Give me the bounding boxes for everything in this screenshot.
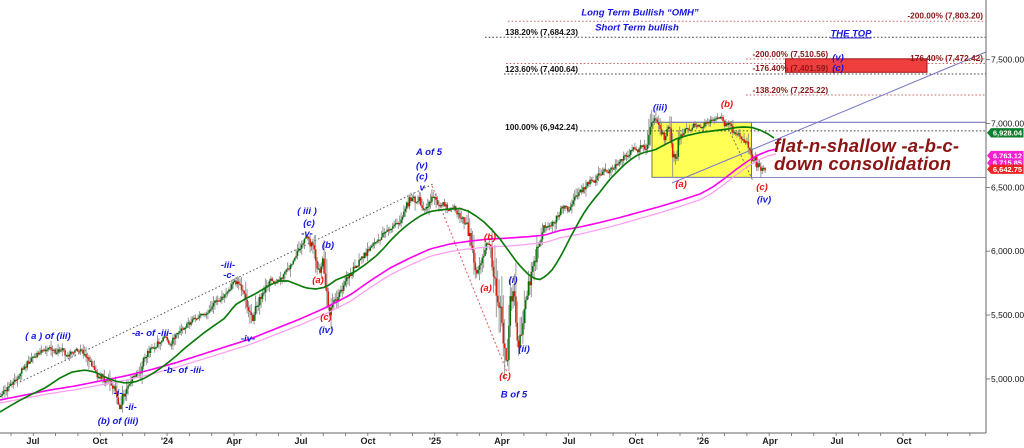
svg-text:(b) of (iii): (b) of (iii) <box>98 416 139 427</box>
svg-text:138.20% (7,684.23): 138.20% (7,684.23) <box>505 27 578 37</box>
svg-text:(c): (c) <box>756 182 768 193</box>
svg-text:5,500.00: 5,500.00 <box>991 310 1024 320</box>
svg-text:(iv): (iv) <box>757 195 771 206</box>
svg-text:Short Term bullish: Short Term bullish <box>595 23 679 34</box>
svg-text:6,715.85: 6,715.85 <box>993 159 1022 168</box>
svg-text:A of 5: A of 5 <box>415 147 443 158</box>
svg-text:(c): (c) <box>320 312 332 323</box>
svg-text:6,928.04: 6,928.04 <box>993 129 1023 138</box>
svg-text:Oct: Oct <box>360 436 375 446</box>
svg-text:(a): (a) <box>675 179 687 190</box>
svg-text:-200.00% (7,510.56): -200.00% (7,510.56) <box>753 49 829 59</box>
svg-text:-i-: -i- <box>114 388 123 399</box>
svg-text:(a): (a) <box>312 275 324 286</box>
svg-text:Oct: Oct <box>628 436 643 446</box>
svg-text:(b): (b) <box>322 240 334 251</box>
svg-text:Oct: Oct <box>896 436 911 446</box>
svg-text:B of 5: B of 5 <box>501 390 528 401</box>
svg-text:(b): (b) <box>484 232 496 243</box>
svg-text:-iii-: -iii- <box>221 260 235 271</box>
svg-text:-iv-: -iv- <box>241 334 255 345</box>
svg-text:(iii): (iii) <box>653 103 667 114</box>
svg-text:-176.40% (7,401.59): -176.40% (7,401.59) <box>753 63 829 73</box>
svg-text:Apr: Apr <box>226 436 242 446</box>
svg-text:6,500.00: 6,500.00 <box>991 182 1024 192</box>
svg-text:Jul: Jul <box>294 436 307 446</box>
svg-text:Apr: Apr <box>762 436 778 446</box>
svg-text:v: v <box>420 183 426 194</box>
svg-text:(c): (c) <box>832 63 844 74</box>
svg-text:(v): (v) <box>416 161 428 172</box>
svg-text:'26: '26 <box>697 436 709 446</box>
svg-text:-a- of -iii-: -a- of -iii- <box>132 328 172 339</box>
svg-text:(iv): (iv) <box>319 325 333 336</box>
svg-text:-200.00% (7,803.20): -200.00% (7,803.20) <box>907 11 983 21</box>
svg-text:-v-: -v- <box>301 229 313 240</box>
svg-text:7,000.00: 7,000.00 <box>991 119 1024 129</box>
svg-text:( a ) of (iii): ( a ) of (iii) <box>25 331 70 342</box>
svg-text:(i): (i) <box>509 275 518 286</box>
svg-text:Jul: Jul <box>562 436 575 446</box>
svg-text:(b): (b) <box>721 99 733 110</box>
svg-text:THE TOP: THE TOP <box>831 29 873 40</box>
svg-text:Oct: Oct <box>92 436 107 446</box>
svg-text:Long Term Bullish “OMH”: Long Term Bullish “OMH” <box>581 8 699 19</box>
svg-text:-c-: -c- <box>223 270 235 281</box>
svg-text:6,642.75: 6,642.75 <box>993 165 1022 174</box>
svg-text:flat-n-shallow -a-b-c-: flat-n-shallow -a-b-c- <box>774 135 959 156</box>
svg-text:(a): (a) <box>480 283 492 294</box>
svg-text:100.00% (6,942.24): 100.00% (6,942.24) <box>505 122 578 132</box>
svg-text:(c): (c) <box>499 371 511 382</box>
svg-text:Jul: Jul <box>26 436 39 446</box>
svg-text:-b- of -iii-: -b- of -iii- <box>164 365 205 376</box>
svg-text:5,000.00: 5,000.00 <box>991 374 1024 384</box>
svg-text:6,763.12: 6,763.12 <box>993 151 1022 160</box>
svg-text:Apr: Apr <box>494 436 510 446</box>
svg-text:-176.40% (7,472.42): -176.40% (7,472.42) <box>907 53 983 63</box>
svg-text:-138.20% (7,225.22): -138.20% (7,225.22) <box>753 85 829 95</box>
svg-text:123.60% (7,400.64): 123.60% (7,400.64) <box>505 64 578 74</box>
svg-text:( iii ): ( iii ) <box>297 206 317 217</box>
svg-text:(v): (v) <box>832 53 844 64</box>
svg-text:6,000.00: 6,000.00 <box>991 246 1024 256</box>
svg-text:'24: '24 <box>161 436 173 446</box>
svg-text:7,500.00: 7,500.00 <box>991 55 1024 65</box>
svg-text:'25: '25 <box>429 436 441 446</box>
svg-text:-ii-: -ii- <box>125 402 137 413</box>
svg-text:Jul: Jul <box>830 436 843 446</box>
svg-text:down consolidation: down consolidation <box>774 153 951 174</box>
svg-text:(c): (c) <box>303 218 315 229</box>
svg-text:(c): (c) <box>416 172 428 183</box>
svg-text:(ii): (ii) <box>518 344 530 355</box>
